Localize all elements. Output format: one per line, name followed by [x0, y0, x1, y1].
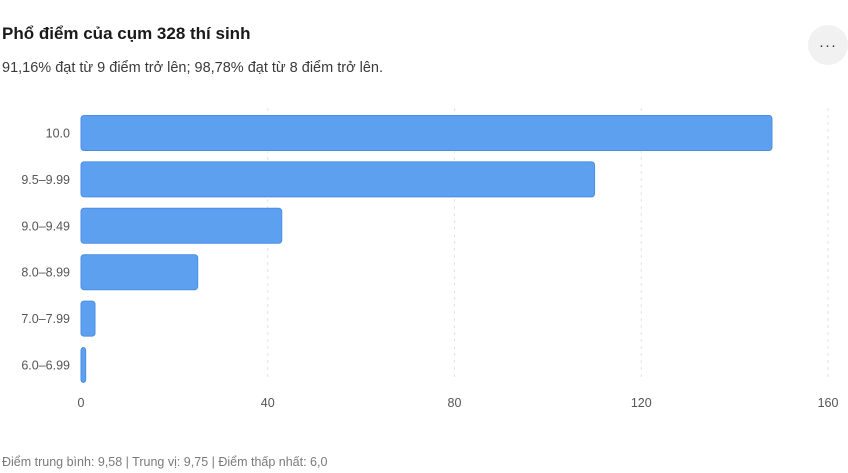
bar — [80, 254, 199, 291]
more-horizontal-icon: ··· — [819, 36, 837, 54]
more-options-button[interactable]: ··· — [808, 25, 848, 65]
x-tick-label: 0 — [78, 396, 85, 410]
bar — [80, 115, 773, 151]
category-label: 10.0 — [46, 127, 70, 141]
chart-subtitle: 91,16% đạt từ 9 điểm trở lên; 98,78% đạt… — [2, 60, 383, 76]
bar — [80, 161, 596, 198]
x-tick-label: 160 — [818, 396, 839, 410]
x-tick-label: 40 — [261, 396, 275, 410]
chart-grid — [267, 108, 829, 380]
category-labels: 10.0 9.5–9.99 9.0–9.49 8.0–8.99 7.0–7.99 6.0–… — [21, 127, 70, 373]
chart-title: Phổ điểm của cụm 328 thí sinh — [2, 24, 251, 43]
category-label: 9.0–9.49 — [21, 219, 70, 233]
bar — [80, 347, 87, 383]
x-tick-labels: 0 40 80 120 160 — [78, 396, 839, 410]
chart-bars — [80, 115, 773, 383]
chart-footer-stats: Điểm trung bình: 9,58 | Trung vị: 9,75 |… — [2, 455, 328, 469]
category-label: 8.0–8.99 — [21, 266, 70, 280]
bar — [80, 300, 96, 337]
category-label: 7.0–7.99 — [21, 312, 70, 326]
bar — [80, 207, 283, 244]
category-label: 6.0–6.99 — [21, 359, 70, 373]
category-label: 9.5–9.99 — [21, 173, 70, 187]
bar-chart: 10.0 9.5–9.99 9.0–9.49 8.0–8.99 7.0–7.99 6.0–… — [21, 108, 839, 410]
x-tick-label: 120 — [631, 396, 652, 410]
x-tick-label: 80 — [448, 396, 462, 410]
